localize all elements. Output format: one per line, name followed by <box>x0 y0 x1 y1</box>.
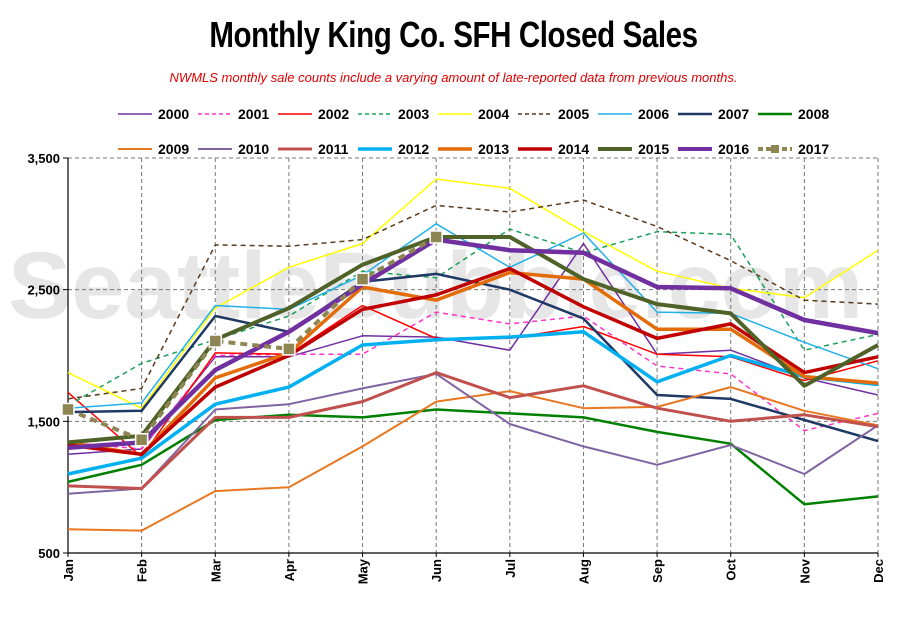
legend-label-2016: 2016 <box>718 141 749 157</box>
x-tick-label: Nov <box>797 558 812 583</box>
series-marker-2017 <box>429 230 443 244</box>
series-marker-2017 <box>134 433 149 447</box>
series-line-2009 <box>67 386 879 532</box>
series-line-2017 <box>67 235 438 442</box>
series-line-2011 <box>67 371 879 490</box>
y-tick-label: 2,500 <box>27 283 60 298</box>
legend-label-2011: 2011 <box>318 141 349 157</box>
series-line-2005 <box>67 199 879 400</box>
series-lines <box>61 178 879 532</box>
x-tick-label: Oct <box>724 558 739 580</box>
legend-label-2000: 2000 <box>158 106 189 122</box>
legend-label-2014: 2014 <box>558 141 589 157</box>
series-marker-2017 <box>355 272 370 286</box>
y-tick-label: 1,500 <box>27 414 60 429</box>
chart-subtitle: NWMLS monthly sale counts include a vary… <box>169 70 738 85</box>
series-line-2013 <box>67 270 879 457</box>
x-tick-label: Jul <box>503 559 518 578</box>
x-tick-label: May <box>356 558 371 584</box>
series-line-2012 <box>67 330 879 476</box>
axes: 500 1,500 2,500 3,500 Jan Feb Mar Apr May Jun Jul A… <box>27 151 886 584</box>
legend-label-2005: 2005 <box>558 106 589 122</box>
x-tick-label: Feb <box>135 559 150 582</box>
x-tick-label: Dec <box>871 559 886 583</box>
x-tick-label: Jun <box>429 559 444 582</box>
series-line-2004 <box>67 178 879 409</box>
watermark-text: SeattleBubble.com <box>8 233 863 339</box>
series-line-2014 <box>67 266 879 457</box>
legend-label-2013: 2013 <box>478 141 509 157</box>
series-marker-2017 <box>61 402 75 417</box>
legend-label-2002: 2002 <box>318 106 349 122</box>
x-tick-label: Mar <box>208 559 223 582</box>
legend-label-2007: 2007 <box>718 106 749 122</box>
series-marker-2017 <box>282 342 296 356</box>
x-tick-label: Jan <box>61 559 76 581</box>
series-line-2003 <box>67 228 879 407</box>
legend-label-2012: 2012 <box>398 141 429 157</box>
legend-label-2001: 2001 <box>238 106 269 122</box>
x-tick-label: Apr <box>282 559 297 581</box>
legend-marker-2017 <box>771 145 779 153</box>
legend-label-2015: 2015 <box>638 141 669 157</box>
legend-label-2010: 2010 <box>238 141 269 157</box>
legend: 2000 2001 2002 2003 2004 2005 2006 2007 2008 2009… <box>118 106 829 157</box>
chart-title: Monthly King Co. SFH Closed Sales <box>209 14 698 55</box>
series-line-2016 <box>67 237 879 450</box>
series-marker-2017 <box>208 334 223 348</box>
legend-label-2009: 2009 <box>158 141 189 157</box>
x-tick-label: Aug <box>576 559 591 584</box>
legend-label-2004: 2004 <box>478 106 509 122</box>
y-tick-label: 500 <box>38 546 60 561</box>
series-line-2010 <box>67 372 879 495</box>
legend-label-2006: 2006 <box>638 106 669 122</box>
legend-label-2017: 2017 <box>798 141 829 157</box>
grid <box>68 157 879 553</box>
y-tick-label: 3,500 <box>27 151 60 166</box>
legend-label-2003: 2003 <box>398 106 429 122</box>
legend-label-2008: 2008 <box>798 106 829 122</box>
x-tick-label: Sep <box>650 559 665 583</box>
